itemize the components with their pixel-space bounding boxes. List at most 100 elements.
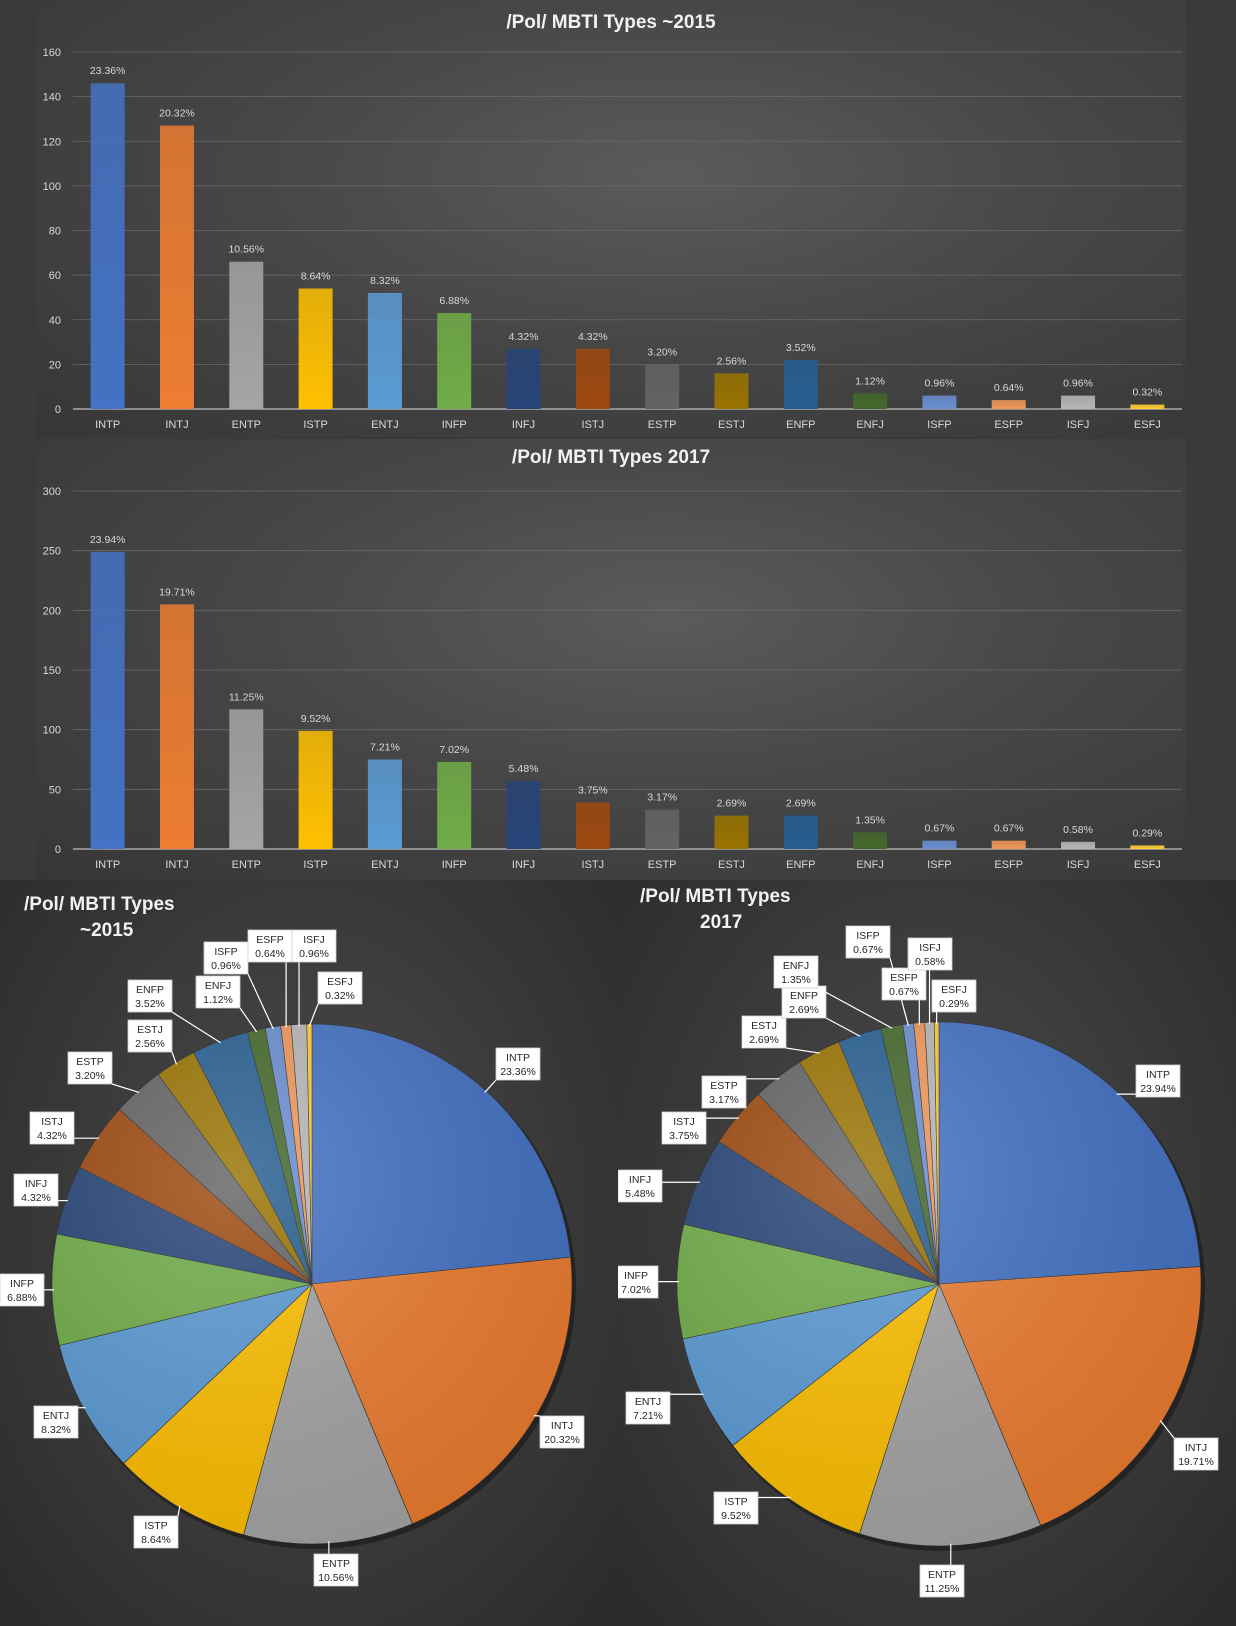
x-tick-label-entj: ENTJ	[371, 859, 399, 871]
pie-label-value-intj: 20.32%	[544, 1434, 580, 1446]
y-tick-label: 50	[49, 784, 61, 796]
pie-label-category-istp: ISTP	[144, 1520, 167, 1532]
x-tick-label-esfp: ESFP	[994, 419, 1023, 431]
data-label-infj: 4.32%	[509, 331, 539, 343]
pie-chart-2015: /Pol/ MBTI Types ~2015 INTP 23.36% INTJ 20.32…	[0, 894, 585, 1587]
x-tick-label-entj: ENTJ	[371, 419, 399, 431]
x-tick-label-infp: INFP	[442, 419, 467, 431]
pie-label-value-isfj: 0.58%	[915, 956, 945, 968]
y-tick-label: 0	[55, 844, 61, 856]
pie-label-box-istj	[661, 1111, 707, 1145]
pie-label-value-estp: 3.17%	[709, 1094, 739, 1106]
chart-title: /Pol/ MBTI Types 2017	[512, 447, 710, 468]
pie-label-category-intp: INTP	[1146, 1069, 1170, 1081]
y-tick-label: 60	[49, 270, 61, 282]
bar-entj	[367, 292, 402, 409]
pie-label-box-intj	[1173, 1437, 1219, 1471]
pie-label-category-isfp: ISFP	[214, 946, 237, 958]
pie-label-category-infj: INFJ	[25, 1178, 47, 1190]
bar-chart-2015: /Pol/ MBTI Types ~2015 0 20 40 60 80 100 120 140…	[43, 12, 1182, 431]
chart-title-line: /Pol/ MBTI Types	[640, 886, 791, 907]
leader-line-estj	[785, 1047, 820, 1054]
x-tick-label-esfp: ESFP	[994, 859, 1023, 871]
bar-intp	[90, 551, 125, 849]
data-label-istj: 4.32%	[578, 331, 608, 343]
x-tick-label-estj: ESTJ	[718, 859, 745, 871]
pie-label-box-infj	[618, 1169, 663, 1203]
bar-estj	[714, 373, 749, 409]
data-label-enfj: 1.12%	[855, 375, 885, 387]
pie-label-box-esfj	[317, 971, 363, 1005]
x-tick-label-intp: INTP	[95, 859, 120, 871]
bar-infj	[506, 348, 541, 409]
data-label-esfp: 0.67%	[994, 823, 1024, 835]
pie-label-value-esfp: 0.67%	[889, 986, 919, 998]
y-tick-label: 160	[43, 47, 61, 59]
bar-enfj	[853, 393, 888, 409]
pie-label-category-infp: INFP	[624, 1270, 648, 1282]
pie-label-category-estp: ESTP	[76, 1056, 103, 1068]
x-tick-label-entp: ENTP	[232, 419, 261, 431]
pie-label-value-infp: 6.88%	[7, 1292, 37, 1304]
pie-label-box-infp	[618, 1265, 659, 1299]
x-tick-label-enfp: ENFP	[786, 859, 815, 871]
pie-label-category-intj: INTJ	[1185, 1442, 1207, 1454]
x-tick-label-esfj: ESFJ	[1134, 859, 1161, 871]
x-tick-label-entp: ENTP	[232, 859, 261, 871]
pie-label-value-infj: 4.32%	[21, 1192, 51, 1204]
leader-line-enfj	[239, 1007, 258, 1033]
leader-line-isfp	[247, 973, 274, 1030]
pie-label-category-isfj: ISFJ	[919, 942, 941, 954]
data-label-istj: 3.75%	[578, 784, 608, 796]
chart-title-line: 2017	[700, 912, 742, 933]
pie-label-category-estp: ESTP	[710, 1080, 737, 1092]
data-label-intj: 20.32%	[159, 108, 195, 120]
pie-label-category-esfj: ESFJ	[941, 984, 967, 996]
pie-label-value-istp: 9.52%	[721, 1510, 751, 1522]
data-label-istp: 8.64%	[301, 271, 331, 283]
pie-label-value-intj: 19.71%	[1178, 1456, 1214, 1468]
data-label-estj: 2.56%	[717, 355, 747, 367]
pie-label-value-infp: 7.02%	[621, 1284, 651, 1296]
pie-label-category-istj: ISTJ	[41, 1116, 63, 1128]
bar-isfj	[1061, 395, 1096, 409]
pie-label-category-istp: ISTP	[724, 1496, 747, 1508]
bar-estj	[714, 815, 749, 849]
leader-line-esfj	[308, 1003, 319, 1027]
pie-label-box-infj	[13, 1173, 59, 1207]
pie-label-value-intp: 23.36%	[500, 1066, 536, 1078]
pie-label-value-estj: 2.69%	[749, 1034, 779, 1046]
data-label-enfj: 1.35%	[855, 814, 885, 826]
bar-estp	[645, 364, 680, 409]
pie-label-category-entj: ENTJ	[635, 1396, 661, 1408]
pie-label-value-istj: 4.32%	[37, 1130, 67, 1142]
pie-label-box-intj	[539, 1415, 585, 1449]
leader-line-enfp	[171, 1011, 221, 1044]
pie-label-box-enfj	[773, 955, 819, 989]
pie-label-category-istj: ISTJ	[673, 1116, 695, 1128]
leader-line-enfj	[817, 987, 893, 1029]
x-tick-label-istj: ISTJ	[582, 859, 605, 871]
bar-istj	[575, 802, 610, 849]
x-tick-label-isfp: ISFP	[927, 419, 951, 431]
pie-label-box-entj	[33, 1405, 79, 1439]
pie-label-category-isfj: ISFJ	[303, 934, 325, 946]
bar-isfp	[922, 395, 957, 409]
pie-label-box-esfp	[247, 929, 293, 963]
x-tick-label-enfp: ENFP	[786, 419, 815, 431]
y-tick-label: 200	[43, 605, 61, 617]
x-tick-label-estj: ESTJ	[718, 419, 745, 431]
x-tick-label-istj: ISTJ	[582, 419, 605, 431]
pie-label-value-entj: 8.32%	[41, 1424, 71, 1436]
pie-label-box-istp	[133, 1515, 179, 1549]
pie-label-category-infp: INFP	[10, 1278, 34, 1290]
pie-label-box-estj	[741, 1015, 787, 1049]
pie-label-category-esfp: ESFP	[256, 934, 283, 946]
slice-intp	[938, 1021, 1201, 1285]
y-tick-label: 40	[49, 315, 61, 327]
pie-label-category-intp: INTP	[506, 1052, 530, 1064]
x-tick-label-estp: ESTP	[648, 859, 677, 871]
x-tick-label-infj: INFJ	[512, 419, 535, 431]
chart-title-line: ~2015	[80, 920, 134, 941]
data-label-isfj: 0.96%	[1063, 378, 1093, 390]
